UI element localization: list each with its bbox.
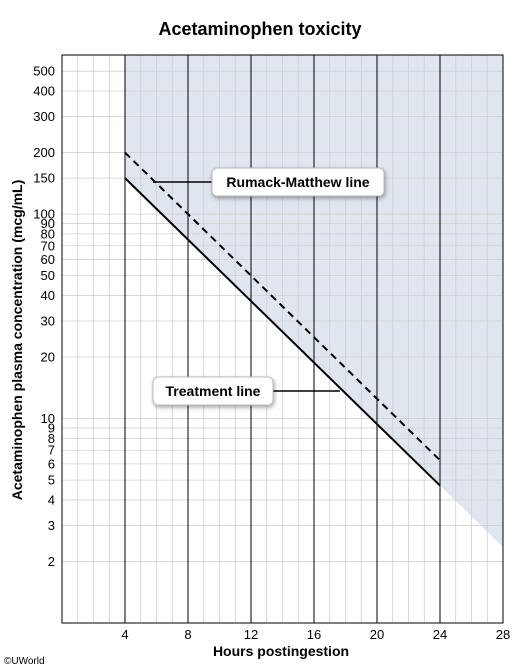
- y-tick-label: 30: [41, 313, 55, 328]
- y-tick-label: 6: [48, 456, 55, 471]
- treatment-line: [124, 177, 441, 487]
- y-tick-label: 50: [41, 268, 55, 283]
- y-tick-label: 80: [41, 226, 55, 241]
- y-tick-label: 200: [33, 145, 55, 160]
- x-tick-label: 16: [307, 627, 321, 642]
- y-tick-label: 2: [48, 554, 55, 569]
- y-tick-label: 20: [41, 350, 55, 365]
- copyright-watermark: ©UWorld: [4, 656, 45, 667]
- y-tick-label: 150: [33, 171, 55, 186]
- rumack-callout-box: [211, 167, 385, 197]
- y-tick-label: 4: [48, 492, 55, 507]
- y-axis-label: Acetaminophen plasma concentration (mcg/…: [9, 180, 25, 501]
- plot-frame: [61, 54, 504, 624]
- x-tick-label: 24: [433, 627, 447, 642]
- x-tick-label: 28: [496, 627, 510, 642]
- y-tick-label: 500: [33, 64, 55, 79]
- y-tick-label: 70: [41, 238, 55, 253]
- y-tick-label: 3: [48, 518, 55, 533]
- x-tick-label: 20: [370, 627, 384, 642]
- y-tick-label: 5: [48, 473, 55, 488]
- treatment-callout-box: [152, 376, 274, 406]
- y-tick-label: 400: [33, 84, 55, 99]
- chart-title: Acetaminophen toxicity: [158, 19, 361, 39]
- y-tick-label: 100: [33, 207, 55, 222]
- x-axis-label: Hours postingestion: [213, 643, 349, 659]
- plot-area: [61, 54, 504, 624]
- x-tick-label: 12: [244, 627, 258, 642]
- x-tick-label: 8: [184, 627, 191, 642]
- y-tick-label: 7: [48, 443, 55, 458]
- treatment-callout-label: Treatment line: [166, 383, 261, 399]
- x-tick-label: 4: [121, 627, 128, 642]
- y-tick-label: 9: [48, 420, 55, 435]
- y-tick-label: 60: [41, 252, 55, 267]
- y-tick-label: 90: [41, 216, 55, 231]
- x-tick-labels: 4 8 12 16 20 24 28: [121, 627, 510, 642]
- y-tick-label: 8: [48, 431, 55, 446]
- rumack-callout-label: Rumack-Matthew line: [226, 174, 369, 190]
- y-tick-label: 40: [41, 288, 55, 303]
- y-tick-label: 10: [41, 411, 55, 426]
- y-tick-label: 300: [33, 109, 55, 124]
- rumack-matthew-line: [124, 151, 441, 461]
